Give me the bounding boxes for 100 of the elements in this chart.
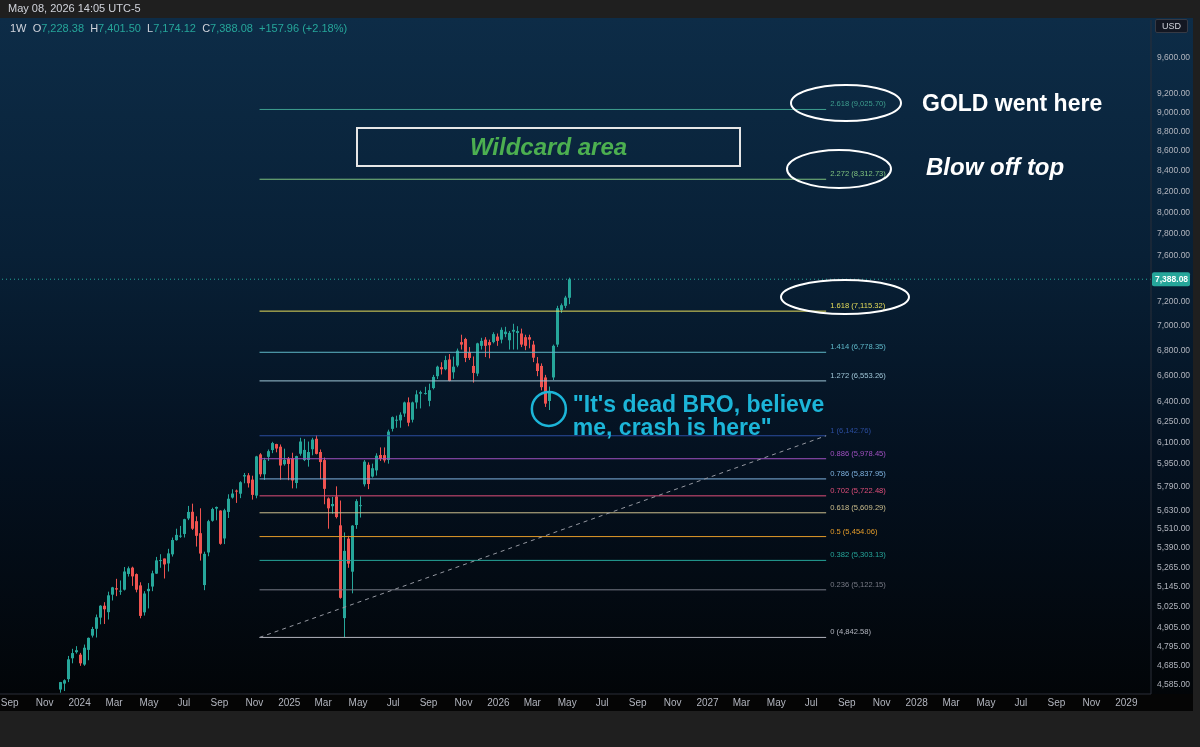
x-tick-label: 2028 — [905, 697, 929, 709]
y-tick-label: 9,200.00 — [1157, 88, 1191, 99]
x-tick-label: 2025 — [278, 697, 301, 709]
candlestick — [508, 330, 511, 351]
y-tick-label: 8,800.00 — [1157, 125, 1191, 136]
candlestick — [532, 340, 535, 363]
y-tick-label: 5,265.00 — [1157, 561, 1191, 572]
candlestick — [251, 475, 254, 501]
candlestick — [123, 566, 126, 592]
x-tick-label: Jul — [595, 697, 609, 709]
candlestick — [107, 591, 110, 620]
y-tick-label: 4,685.00 — [1157, 660, 1191, 671]
chart-subtitle: May 08, 2026 14:05 UTC-5 — [8, 2, 141, 14]
y-tick-label: 9,000.00 — [1157, 106, 1191, 117]
x-tick-label: 2029 — [1115, 697, 1138, 709]
x-tick-label: May — [348, 697, 368, 709]
x-tick-label: Nov — [454, 697, 473, 709]
x-tick-label: Jul — [177, 697, 191, 709]
candlestick — [143, 590, 146, 617]
x-tick-label: May — [557, 697, 577, 709]
x-tick-label: Jul — [804, 697, 818, 709]
y-tick-label: 7,000.00 — [1157, 320, 1191, 330]
x-tick-label: Nov — [1082, 697, 1101, 709]
candlestick — [488, 339, 491, 359]
candlestick — [131, 566, 134, 587]
x-tick-label: Sep — [837, 697, 857, 709]
y-tick-label: 7,600.00 — [1157, 250, 1191, 261]
candlestick — [67, 655, 70, 683]
y-tick-label: 8,600.00 — [1157, 145, 1191, 156]
y-tick-label: 6,600.00 — [1157, 369, 1191, 380]
candlestick — [179, 525, 182, 539]
x-tick-label: May — [139, 697, 159, 709]
y-tick-label: 5,630.00 — [1157, 504, 1191, 515]
x-tick-label: 2024 — [68, 697, 92, 709]
y-tick-label: 8,200.00 — [1157, 185, 1191, 196]
candlestick — [472, 355, 475, 384]
candlestick — [395, 415, 398, 429]
x-tick-label: Nov — [245, 697, 264, 709]
y-tick-label: 5,390.00 — [1157, 541, 1191, 552]
candlestick — [291, 452, 294, 489]
y-tick-label: 9,600.00 — [1157, 52, 1191, 63]
candlestick — [119, 579, 122, 596]
y-tick-label: 8,000.00 — [1157, 206, 1191, 217]
annotation: GOLD went here — [922, 89, 1103, 117]
candlestick — [279, 443, 282, 481]
annotation: "It's dead BRO, believe me, crash is here" — [572, 390, 825, 440]
y-tick-label: 5,510.00 — [1157, 522, 1191, 533]
annotation: Blow off top — [926, 153, 1065, 181]
x-tick-label: Nov — [872, 697, 891, 709]
candlestick — [355, 498, 358, 530]
candlestick — [448, 353, 451, 382]
candlestick — [456, 348, 459, 368]
x-tick-label: Mar — [523, 697, 542, 709]
y-tick-label: 5,950.00 — [1157, 457, 1191, 468]
candlestick — [263, 457, 266, 481]
candlestick — [327, 496, 330, 530]
x-tick-label: Sep — [0, 697, 20, 709]
candlestick — [520, 328, 523, 348]
candlestick — [163, 557, 166, 580]
candlestick — [99, 604, 102, 625]
y-tick-label: 6,250.00 — [1157, 416, 1191, 427]
x-tick-label: Nov — [35, 697, 54, 709]
x-tick-label: Jul — [386, 697, 400, 709]
candlestick — [516, 325, 519, 351]
y-axis-title: USD — [1155, 19, 1189, 33]
x-tick-label: Sep — [628, 697, 647, 709]
chart-title: 1W O7,228.38 H7,401.50 L7,174.12 C7,388.08 +157.96 (+2.18%) — [10, 22, 348, 34]
candlestick — [235, 489, 238, 504]
y-tick-label: 8,400.00 — [1157, 165, 1191, 176]
y-tick-label: 6,100.00 — [1157, 436, 1191, 447]
x-tick-label: Mar — [942, 697, 961, 709]
x-tick-label: Mar — [732, 697, 751, 709]
y-tick-label: 6,800.00 — [1157, 344, 1191, 355]
y-tick-label: 6,400.00 — [1157, 395, 1191, 406]
candlestick — [428, 383, 431, 407]
x-tick-label: Mar — [314, 697, 333, 709]
y-tick-label: 7,200.00 — [1157, 296, 1191, 307]
x-tick-label: Sep — [210, 697, 229, 709]
y-tick-label: 4,585.00 — [1157, 678, 1191, 689]
y-tick-label: 4,905.00 — [1157, 621, 1191, 632]
candlestick — [259, 452, 262, 478]
x-tick-label: Nov — [663, 697, 682, 709]
y-tick-label: 4,795.00 — [1157, 640, 1191, 651]
x-tick-label: May — [976, 697, 996, 709]
x-tick-label: Sep — [419, 697, 438, 709]
x-tick-label: 2027 — [696, 697, 720, 709]
candlestick — [199, 507, 202, 562]
ref-line-label: 7,388.08 — [1155, 274, 1189, 285]
x-tick-label: Sep — [1047, 697, 1066, 709]
y-tick-label: 7,800.00 — [1157, 228, 1191, 239]
candlestick — [407, 396, 410, 427]
x-tick-label: Jul — [1014, 697, 1028, 709]
candlestick — [464, 337, 467, 363]
x-tick-label: 2026 — [487, 697, 510, 709]
candlestick — [415, 389, 418, 410]
y-tick-label: 5,025.00 — [1157, 601, 1191, 612]
candlestick — [484, 336, 487, 358]
y-tick-label: 5,145.00 — [1157, 581, 1191, 592]
candlestick — [512, 323, 515, 351]
x-tick-label: Mar — [105, 697, 124, 709]
